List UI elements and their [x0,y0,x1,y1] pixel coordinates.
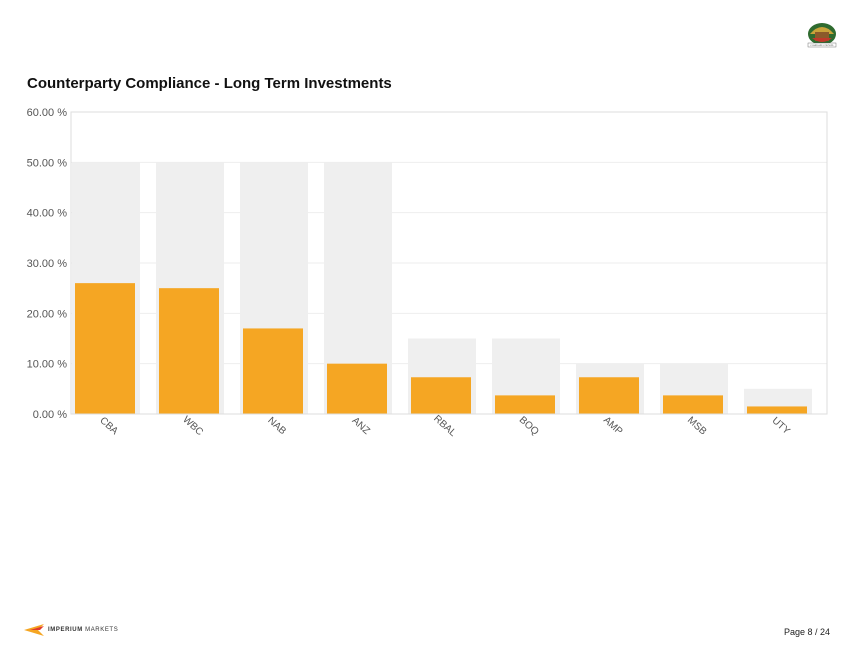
compliance-bar-chart: 0.00 % 10.00 % 20.00 % 30.00 % 40.00 % 50.00 … [27,107,828,439]
x-tick-label: ANZ [350,415,372,437]
actual-bar-msb [663,395,723,414]
footer-brand: IMPERIUM MARKETS [48,627,119,633]
x-tick-label: AMP [601,415,625,438]
y-tick-label: 0.00 % [33,409,67,421]
actual-bar-boq [495,395,555,414]
chart-title: Counterparty Compliance - Long Term Inve… [27,75,392,92]
actual-bar-wbc [159,288,219,414]
y-tick-label: 50.00 % [27,157,68,169]
x-axis-ticks: CBA WBC NAB ANZ RBAL BOQ AMP MSB UTY [97,413,792,439]
council-crest-logo: CAMPASPE COUNCIL [807,23,837,47]
x-tick-label: UTY [770,415,792,437]
actual-bars [75,283,807,414]
x-tick-label: CBA [97,415,120,437]
actual-bar-anz [327,363,387,414]
plot-frame [70,111,828,415]
page-number: Page 8 / 24 [783,627,830,637]
y-tick-label: 30.00 % [27,258,68,270]
x-tick-label: MSB [685,415,709,438]
y-tick-label: 60.00 % [27,107,68,119]
x-tick-label: WBC [180,414,205,438]
y-tick-label: 20.00 % [27,308,68,320]
actual-bar-uty [747,406,807,414]
actual-bar-cba [75,283,135,414]
y-tick-label: 10.00 % [27,359,68,371]
actual-bar-nab [243,328,303,414]
footer-logo: IMPERIUM MARKETS [24,624,118,636]
y-tick-label: 40.00 % [27,208,68,220]
crest-caption: CAMPASPE COUNCIL [810,44,834,47]
actual-bar-amp [579,377,639,414]
y-axis-ticks: 0.00 % 10.00 % 20.00 % 30.00 % 40.00 % 50.00 … [27,107,68,421]
x-tick-label: NAB [265,415,288,437]
imperium-logo-icon [24,624,44,636]
x-tick-label: RBAL [431,413,458,439]
x-tick-label: BOQ [517,415,541,438]
actual-bar-rbal [411,377,471,414]
